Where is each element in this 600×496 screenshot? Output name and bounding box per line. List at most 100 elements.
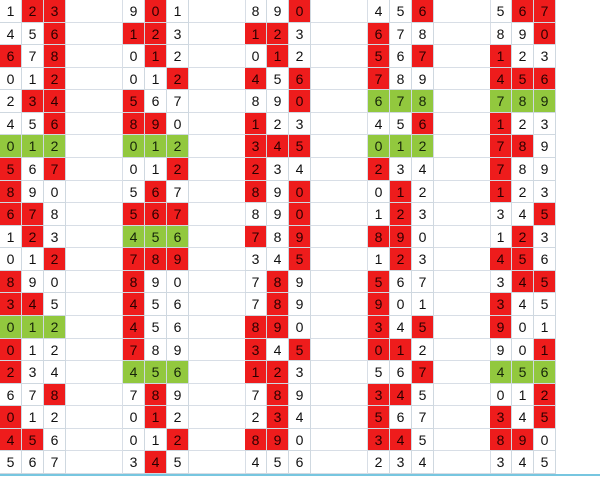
digit-cell: 8 [267, 270, 289, 294]
spacer-cell [189, 406, 246, 429]
spacer-cell [66, 112, 123, 136]
spacer-cell [311, 0, 368, 23]
digit-cell: 8 [44, 203, 66, 226]
digit-cell: 9 [167, 248, 189, 271]
digit-cell: 3 [390, 158, 412, 181]
spacer-cell [66, 203, 123, 226]
digit-cell: 1 [490, 45, 512, 68]
digit-cell: 5 [22, 428, 44, 452]
digit-cell: 7 [44, 158, 66, 181]
digit-cell: 4 [512, 451, 534, 474]
digit-cell: 3 [44, 0, 66, 23]
digit-cell: 2 [44, 248, 66, 271]
digit-cell: 6 [167, 316, 189, 339]
digit-cell: 4 [390, 316, 412, 339]
digit-cell: 9 [145, 270, 167, 294]
digit-cell: 2 [368, 158, 390, 181]
digit-cell: 6 [22, 158, 44, 181]
digit-cell: 8 [368, 225, 390, 249]
digit-cell: 2 [512, 45, 534, 68]
spacer-cell [66, 428, 123, 452]
digit-cell: 7 [412, 45, 434, 68]
digit-cell: 7 [167, 203, 189, 226]
spacer-cell [189, 45, 246, 68]
digit-cell: 6 [390, 45, 412, 68]
digit-cell: 4 [412, 158, 434, 181]
digit-cell: 0 [167, 112, 189, 136]
digit-cell: 1 [490, 112, 512, 136]
digit-cell: 7 [123, 338, 145, 362]
digit-cell: 2 [512, 112, 534, 136]
digit-cell: 2 [412, 135, 434, 158]
digit-cell: 1 [145, 406, 167, 429]
spacer-cell [311, 270, 368, 294]
digit-cell: 0 [289, 0, 311, 23]
digit-cell: 7 [22, 203, 44, 226]
spacer-cell [434, 135, 491, 158]
digit-cell: 7 [167, 90, 189, 113]
digit-cell: 9 [534, 158, 556, 181]
digit-cell: 9 [534, 90, 556, 113]
digit-cell: 5 [412, 383, 434, 407]
digit-cell: 5 [289, 248, 311, 271]
digit-cell: 2 [22, 0, 44, 23]
digit-cell: 1 [145, 135, 167, 158]
digit-cell: 9 [490, 316, 512, 339]
digit-cell: 7 [490, 135, 512, 158]
digit-cell: 9 [123, 0, 145, 23]
spacer-cell [66, 90, 123, 113]
digit-cell: 7 [490, 158, 512, 181]
digit-cell: 4 [267, 248, 289, 271]
digit-cell: 1 [490, 225, 512, 249]
digit-cell: 3 [245, 338, 267, 362]
spacer-cell [311, 135, 368, 158]
digit-cell: 5 [145, 225, 167, 249]
digit-cell: 8 [0, 270, 22, 294]
digit-cell: 6 [534, 361, 556, 384]
digit-cell: 9 [412, 67, 434, 91]
digit-cell: 0 [44, 270, 66, 294]
digit-cell: 4 [267, 338, 289, 362]
digit-cell: 0 [368, 338, 390, 362]
digit-cell: 9 [368, 293, 390, 316]
digit-cell: 8 [245, 203, 267, 226]
digit-cell: 4 [390, 428, 412, 452]
digit-cell: 9 [512, 428, 534, 452]
digit-cell: 0 [534, 22, 556, 46]
digit-cell: 4 [123, 361, 145, 384]
digit-cell: 8 [490, 428, 512, 452]
digit-cell: 1 [390, 338, 412, 362]
digit-cell: 7 [390, 90, 412, 113]
digit-cell: 3 [490, 203, 512, 226]
digit-cell: 9 [267, 90, 289, 113]
digit-cell: 5 [534, 203, 556, 226]
digit-cell: 0 [123, 67, 145, 91]
digit-cell: 1 [490, 180, 512, 204]
spacer-cell [189, 203, 246, 226]
digit-cell: 2 [412, 180, 434, 204]
spacer-cell [189, 316, 246, 339]
digit-cell: 4 [289, 158, 311, 181]
spacer-cell [434, 225, 491, 249]
digit-cell: 1 [145, 45, 167, 68]
digit-cell: 2 [267, 361, 289, 384]
digit-cell: 1 [145, 428, 167, 452]
digit-cell: 3 [534, 180, 556, 204]
digit-cell: 3 [534, 225, 556, 249]
digit-cell: 9 [267, 428, 289, 452]
digit-cell: 8 [267, 383, 289, 407]
spacer-cell [189, 180, 246, 204]
digit-cell: 5 [534, 270, 556, 294]
digit-cell: 8 [390, 67, 412, 91]
digit-cell: 4 [0, 22, 22, 46]
digit-cell: 4 [490, 361, 512, 384]
spacer-cell [189, 428, 246, 452]
digit-cell: 5 [512, 67, 534, 91]
digit-cell: 8 [512, 135, 534, 158]
digit-cell: 6 [145, 180, 167, 204]
digit-cell: 1 [390, 180, 412, 204]
digit-cell: 3 [167, 22, 189, 46]
digit-cell: 6 [534, 67, 556, 91]
digit-cell: 2 [145, 22, 167, 46]
